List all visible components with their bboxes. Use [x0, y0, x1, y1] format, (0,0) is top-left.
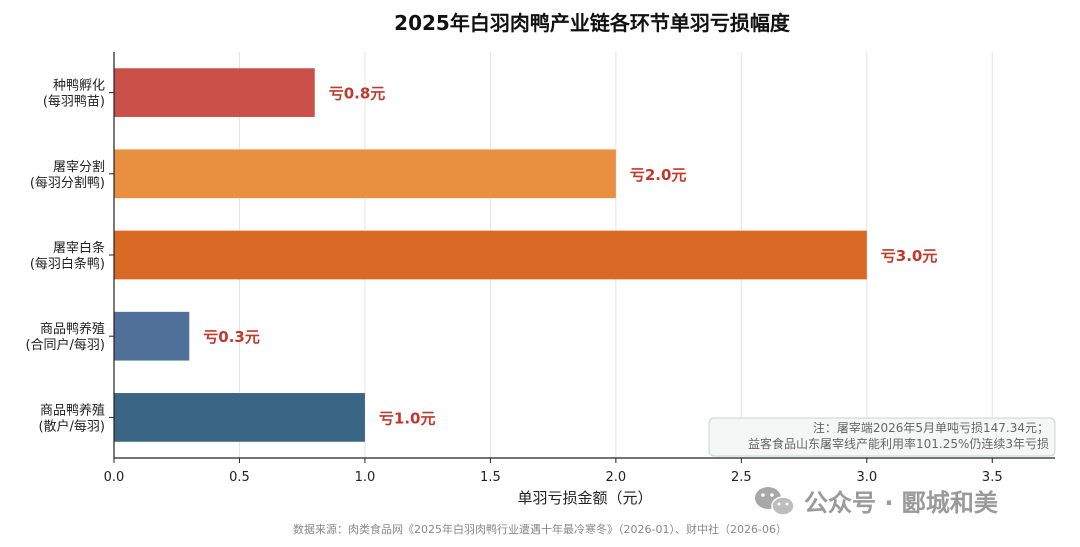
- x-tick-label: 3.0: [856, 470, 877, 485]
- x-tick-label: 3.5: [982, 470, 1003, 485]
- y-tick-label: (每羽白条鸭): [30, 256, 105, 272]
- y-tick-labels: 种鸭孵化(每羽鸭苗)屠宰分割(每羽分割鸭)屠宰白条(每羽白条鸭)商品鸭养殖(合同…: [25, 79, 105, 435]
- data-label: 亏0.8元: [329, 85, 386, 103]
- data-label: 亏0.3元: [203, 328, 260, 346]
- x-tick-label: 1.0: [355, 470, 376, 485]
- y-tick-label: 商品鸭养殖: [40, 402, 105, 418]
- x-axis-label: 单羽亏损金额（元）: [517, 489, 652, 507]
- source-note: 数据来源：肉类食品网《2025年白羽肉鸭行业遭遇十年最冷寒冬》（2026-01）…: [293, 522, 787, 536]
- y-tick-label: (每羽鸭苗): [43, 94, 105, 110]
- watermark: 公众号 · 郾城和美: [755, 487, 998, 517]
- axes: [109, 52, 1055, 463]
- bar: [114, 68, 315, 117]
- x-tick-label: 0.0: [104, 470, 125, 485]
- bars: [114, 68, 867, 442]
- bar: [114, 230, 867, 280]
- y-tick-label: (散户/每羽): [38, 418, 105, 434]
- y-tick-label: (每羽分割鸭): [30, 175, 105, 191]
- data-label: 亏2.0元: [630, 166, 687, 184]
- y-tick-label: (合同户/每羽): [25, 337, 105, 353]
- x-tick-label: 2.5: [731, 470, 752, 485]
- data-label: 亏1.0元: [379, 409, 436, 427]
- x-tick-labels: 0.0 0.5 1.0 1.5 2.0 2.5 3.0 3.5: [104, 470, 1003, 485]
- y-tick-label: 屠宰白条: [53, 240, 105, 256]
- annotation-note: 注：屠宰端2026年5月单吨亏损147.34元； 益客食品山东屠宰线产能利用率1…: [708, 417, 1056, 457]
- annotation-line-2: 益客食品山东屠宰线产能利用率101.25%仍连续3年亏损: [748, 436, 1049, 451]
- annotation-box: [708, 417, 1056, 457]
- y-tick-label: 商品鸭养殖: [40, 321, 105, 337]
- x-tick-label: 2.0: [606, 470, 627, 485]
- wechat-icon: [755, 487, 795, 516]
- x-tick-label: 1.5: [480, 470, 501, 485]
- data-label: 亏3.0元: [881, 247, 938, 265]
- y-tick-label: 种鸭孵化: [53, 79, 105, 94]
- watermark-text: 公众号 · 郾城和美: [804, 489, 998, 517]
- bar: [114, 393, 365, 442]
- chart-title: 2025年白羽肉鸭产业链各环节单羽亏损幅度: [394, 11, 791, 35]
- bar: [114, 149, 616, 199]
- annotation-line-1: 注：屠宰端2026年5月单吨亏损147.34元；: [813, 420, 1049, 435]
- y-tick-label: 屠宰分割: [53, 159, 105, 175]
- x-tick-label: 0.5: [229, 470, 250, 485]
- bar: [114, 311, 190, 361]
